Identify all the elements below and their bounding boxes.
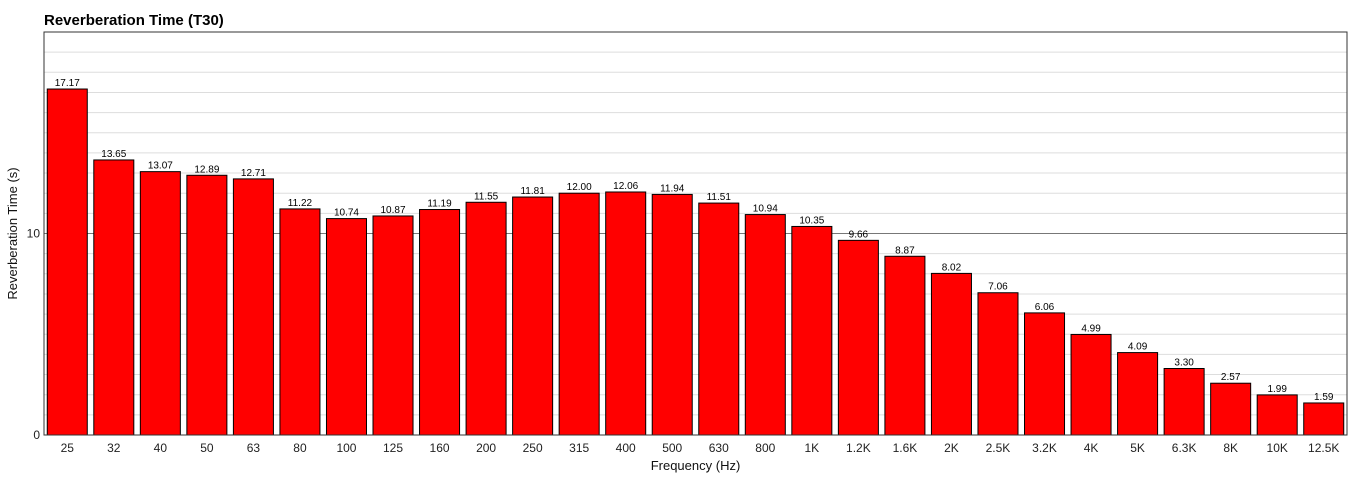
bar xyxy=(512,196,554,436)
data-label: 11.94 xyxy=(660,183,685,194)
x-tick-label: 800 xyxy=(755,441,775,455)
bar xyxy=(419,209,461,436)
bars xyxy=(46,88,1345,436)
x-tick-label: 8K xyxy=(1223,441,1238,455)
x-tick-label: 200 xyxy=(476,441,496,455)
data-label: 3.30 xyxy=(1174,358,1194,369)
x-tick-label: 400 xyxy=(616,441,636,455)
x-tick-label: 2.5K xyxy=(986,441,1011,455)
bar xyxy=(1303,402,1345,436)
bar xyxy=(93,159,135,436)
bar xyxy=(977,292,1019,436)
bar xyxy=(605,191,647,436)
data-label: 12.06 xyxy=(613,181,638,192)
data-label: 12.89 xyxy=(194,164,219,175)
bar xyxy=(1117,352,1159,436)
data-label: 13.65 xyxy=(101,149,126,160)
data-label: 8.02 xyxy=(942,262,962,273)
x-tick-label: 25 xyxy=(61,441,75,455)
y-axis-ticks: 0 10 xyxy=(27,227,41,443)
x-tick-label: 12.5K xyxy=(1308,441,1339,455)
x-tick-label: 4K xyxy=(1084,441,1099,455)
data-label: 12.71 xyxy=(241,168,266,179)
data-label: 1.59 xyxy=(1314,392,1334,403)
bar xyxy=(139,171,181,436)
x-tick-label: 80 xyxy=(293,441,307,455)
x-tick-label: 125 xyxy=(383,441,403,455)
x-tick-label: 50 xyxy=(200,441,214,455)
x-tick-label: 630 xyxy=(709,441,729,455)
x-tick-label: 1K xyxy=(804,441,819,455)
x-tick-label: 10K xyxy=(1267,441,1288,455)
x-tick-label: 1.2K xyxy=(846,441,871,455)
data-label: 11.22 xyxy=(288,198,313,209)
x-tick-label: 63 xyxy=(247,441,261,455)
bar xyxy=(186,174,228,436)
bar xyxy=(46,88,88,436)
bar xyxy=(698,202,740,436)
data-labels: 17.17 13.65 13.07 12.89 12.71 11.22 10.74 10.87… xyxy=(55,78,1334,403)
data-label: 11.55 xyxy=(474,191,499,202)
bar xyxy=(372,215,414,436)
data-label: 1.99 xyxy=(1267,384,1287,395)
bar xyxy=(1024,312,1066,436)
data-label: 2.57 xyxy=(1221,372,1241,383)
x-tick-label: 6.3K xyxy=(1172,441,1197,455)
data-label: 10.94 xyxy=(753,204,778,215)
bar xyxy=(465,201,507,436)
data-label: 11.19 xyxy=(427,199,452,210)
bar xyxy=(930,272,972,436)
data-label: 11.51 xyxy=(707,192,732,203)
x-tick-label: 3.2K xyxy=(1032,441,1057,455)
bar xyxy=(744,214,786,436)
data-label: 9.66 xyxy=(849,229,869,240)
data-label: 12.00 xyxy=(567,182,592,193)
y-axis-title: Reverberation Time (s) xyxy=(5,167,20,299)
bar xyxy=(232,178,274,436)
bar xyxy=(279,208,321,436)
bar xyxy=(884,255,926,436)
data-label: 6.06 xyxy=(1035,302,1055,313)
x-tick-label: 160 xyxy=(430,441,450,455)
bar xyxy=(837,239,879,436)
chart-title: Reverberation Time (T30) xyxy=(44,12,224,29)
bar xyxy=(1256,394,1298,436)
plot-frame xyxy=(43,31,1348,436)
x-tick-label: 500 xyxy=(662,441,682,455)
x-tick-label: 2K xyxy=(944,441,959,455)
bar xyxy=(325,218,367,436)
x-tick-label: 40 xyxy=(154,441,168,455)
data-label: 4.99 xyxy=(1081,323,1101,334)
bar xyxy=(558,192,600,436)
x-axis-ticks: 25 32 40 50 63 80 100 125 160 200 250 315 400 500 630 8… xyxy=(61,441,1340,455)
data-label: 4.09 xyxy=(1128,342,1148,353)
x-tick-label: 250 xyxy=(523,441,543,455)
x-tick-label: 1.6K xyxy=(893,441,918,455)
bar xyxy=(1070,333,1112,436)
y-tick-label: 0 xyxy=(33,428,40,442)
bar xyxy=(651,193,693,436)
data-label: 7.06 xyxy=(988,282,1008,293)
x-tick-label: 100 xyxy=(336,441,356,455)
bar xyxy=(791,225,833,436)
bar xyxy=(1163,368,1205,436)
data-label: 8.87 xyxy=(895,245,915,256)
data-label: 10.35 xyxy=(799,215,824,226)
data-label: 17.17 xyxy=(55,78,80,89)
data-label: 11.81 xyxy=(520,186,545,197)
data-label: 13.07 xyxy=(148,161,173,172)
x-tick-label: 5K xyxy=(1130,441,1145,455)
data-label: 10.87 xyxy=(381,205,406,216)
x-tick-label: 32 xyxy=(107,441,121,455)
y-tick-label: 10 xyxy=(27,227,41,241)
bar xyxy=(1210,382,1252,436)
x-tick-label: 315 xyxy=(569,441,589,455)
x-axis-title: Frequency (Hz) xyxy=(651,458,741,473)
data-label: 10.74 xyxy=(334,208,359,219)
